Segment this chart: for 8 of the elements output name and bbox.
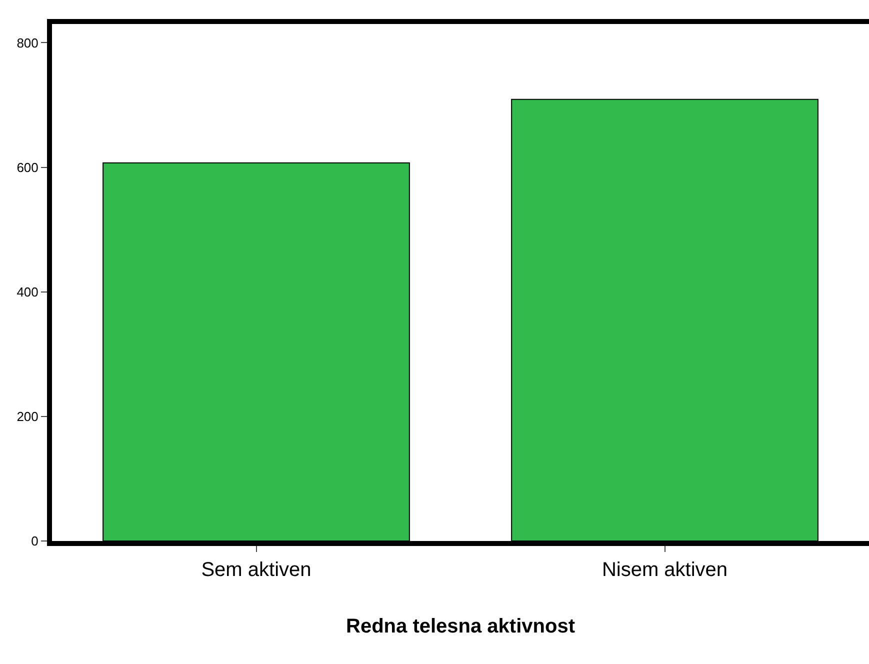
y-tick-label: 400 <box>16 284 38 300</box>
y-tick-label: 200 <box>16 408 38 424</box>
y-tick-label: 0 <box>31 534 38 549</box>
y-tick-label: 600 <box>16 160 38 175</box>
y-tick-label: 800 <box>16 35 38 50</box>
x-axis-title: Redna telesna aktivnost <box>346 616 576 638</box>
x-tick-label: Sem aktiven <box>201 559 312 581</box>
x-tick-label: Nisem aktiven <box>602 559 728 581</box>
